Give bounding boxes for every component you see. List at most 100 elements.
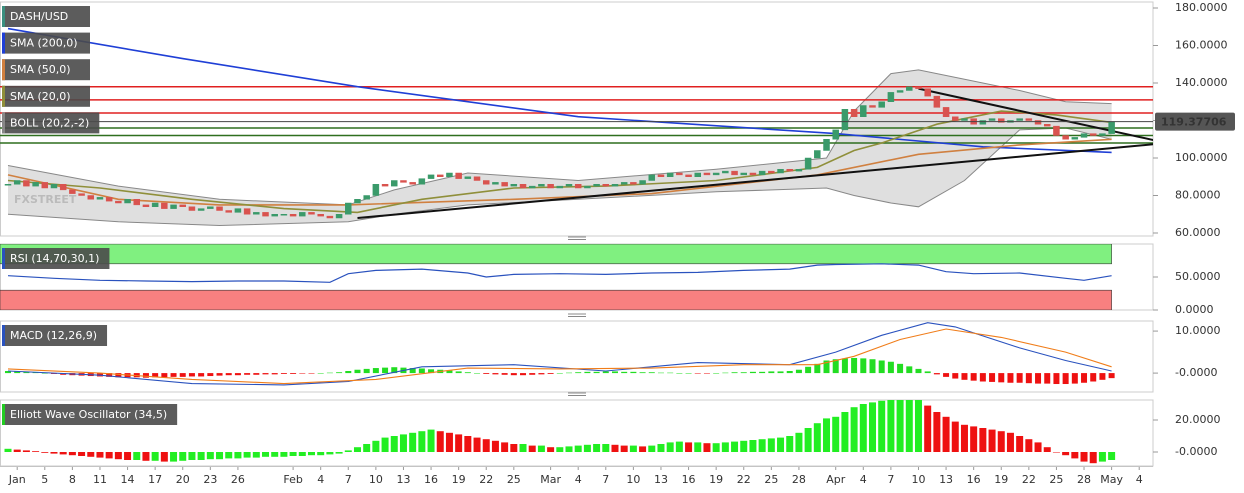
oscillator-bar <box>1043 447 1051 452</box>
oscillator-bar <box>574 445 582 452</box>
y-tick-label: 80.0000 <box>1175 189 1221 202</box>
oscillator-bar <box>905 400 913 452</box>
legend-swatch <box>2 404 5 425</box>
candle <box>243 208 251 215</box>
candle <box>538 184 545 187</box>
candle <box>170 204 177 209</box>
histogram-bar <box>860 358 867 374</box>
legend-box <box>2 59 90 81</box>
y-tick-label: 20.0000 <box>1175 413 1221 426</box>
histogram-bar <box>749 371 756 374</box>
oscillator-bar <box>491 440 499 452</box>
candle <box>758 170 766 176</box>
oscillator-bar <box>510 444 518 452</box>
oscillator-bar <box>225 452 233 459</box>
candle <box>13 180 21 185</box>
oscillator-bar <box>629 445 637 452</box>
y-tick-label: 10.0000 <box>1175 324 1221 337</box>
oscillator-bar <box>170 452 178 462</box>
candle <box>436 174 444 177</box>
oscillator-bar <box>96 452 104 458</box>
histogram-bar <box>1053 373 1060 385</box>
oscillator-bar <box>344 450 352 452</box>
oscillator-bar <box>685 442 693 452</box>
oscillator-bar <box>813 423 821 452</box>
candle <box>814 150 821 159</box>
pane-frame <box>0 399 1154 467</box>
oscillator-bar <box>409 432 417 452</box>
candle <box>142 204 150 207</box>
oscillator-bar <box>593 444 601 452</box>
oscillator-bar <box>1025 439 1033 452</box>
histogram-bar <box>474 373 481 374</box>
oscillator-bar <box>565 446 573 452</box>
histogram-bar <box>1025 373 1032 384</box>
x-tick-label: 19 <box>994 473 1008 486</box>
histogram-bar <box>1099 373 1106 380</box>
x-tick-label: 17 <box>148 473 162 486</box>
histogram-bar <box>280 373 287 374</box>
oscillator-bar <box>124 452 132 460</box>
zone <box>0 244 1112 265</box>
histogram-bar <box>676 373 683 374</box>
legend-label: BOLL (20,2,-2) <box>10 116 89 129</box>
histogram-bar <box>115 373 122 378</box>
zone <box>0 289 1112 310</box>
histogram-bar <box>446 370 453 374</box>
x-tick-label: 10 <box>911 473 925 486</box>
candle <box>1108 121 1115 134</box>
pane-frame <box>0 320 1154 393</box>
x-tick-label: 4 <box>575 473 582 486</box>
oscillator-bar <box>105 452 113 459</box>
histogram-bar <box>14 371 21 374</box>
oscillator-bar <box>243 452 251 458</box>
candle <box>878 101 885 108</box>
histogram-bar <box>391 367 398 374</box>
candle <box>317 214 324 217</box>
candle <box>326 215 334 219</box>
candle <box>777 169 784 174</box>
candle <box>979 120 987 125</box>
histogram-bar <box>372 368 379 374</box>
oscillator-bar <box>942 416 950 452</box>
pane-plot <box>0 244 1112 310</box>
candle <box>666 172 674 177</box>
oscillator-bar <box>326 452 334 455</box>
candle <box>161 202 168 209</box>
band-fill <box>8 69 1112 226</box>
rsi-line <box>7 263 1112 283</box>
oscillator-bar <box>1089 452 1097 464</box>
x-tick-label: 11 <box>93 473 107 486</box>
pane-plot: FXSTREET <box>0 27 1153 227</box>
candle <box>32 182 39 187</box>
trendline <box>357 143 1153 219</box>
candle <box>299 212 306 217</box>
candle <box>151 202 159 207</box>
oscillator-bar <box>694 442 702 452</box>
histogram-bar <box>979 373 986 382</box>
histogram-bar <box>740 372 747 374</box>
candle <box>906 86 913 91</box>
histogram-bar <box>225 373 232 376</box>
oscillator-bar <box>1016 436 1024 452</box>
x-tick-label: 7 <box>887 473 894 486</box>
last-price-label: 119.37706 <box>1161 116 1227 129</box>
oscillator-bar <box>179 452 187 461</box>
histogram-bar <box>501 373 508 375</box>
candle <box>924 88 931 97</box>
histogram-bar <box>685 373 692 374</box>
histogram-bar <box>1044 373 1051 384</box>
candle <box>988 118 996 121</box>
histogram-bar <box>161 373 168 378</box>
legend-swatch <box>2 59 5 81</box>
oscillator-bar <box>841 412 849 452</box>
histogram-bar <box>703 373 710 374</box>
y-tick-label: 100.0000 <box>1175 151 1228 164</box>
candle <box>685 174 692 177</box>
histogram-bar <box>1035 373 1042 384</box>
candle <box>1062 135 1069 140</box>
histogram-bar <box>464 372 471 374</box>
oscillator-bar <box>335 452 343 454</box>
candle <box>712 172 720 176</box>
oscillator-bar <box>740 440 748 452</box>
